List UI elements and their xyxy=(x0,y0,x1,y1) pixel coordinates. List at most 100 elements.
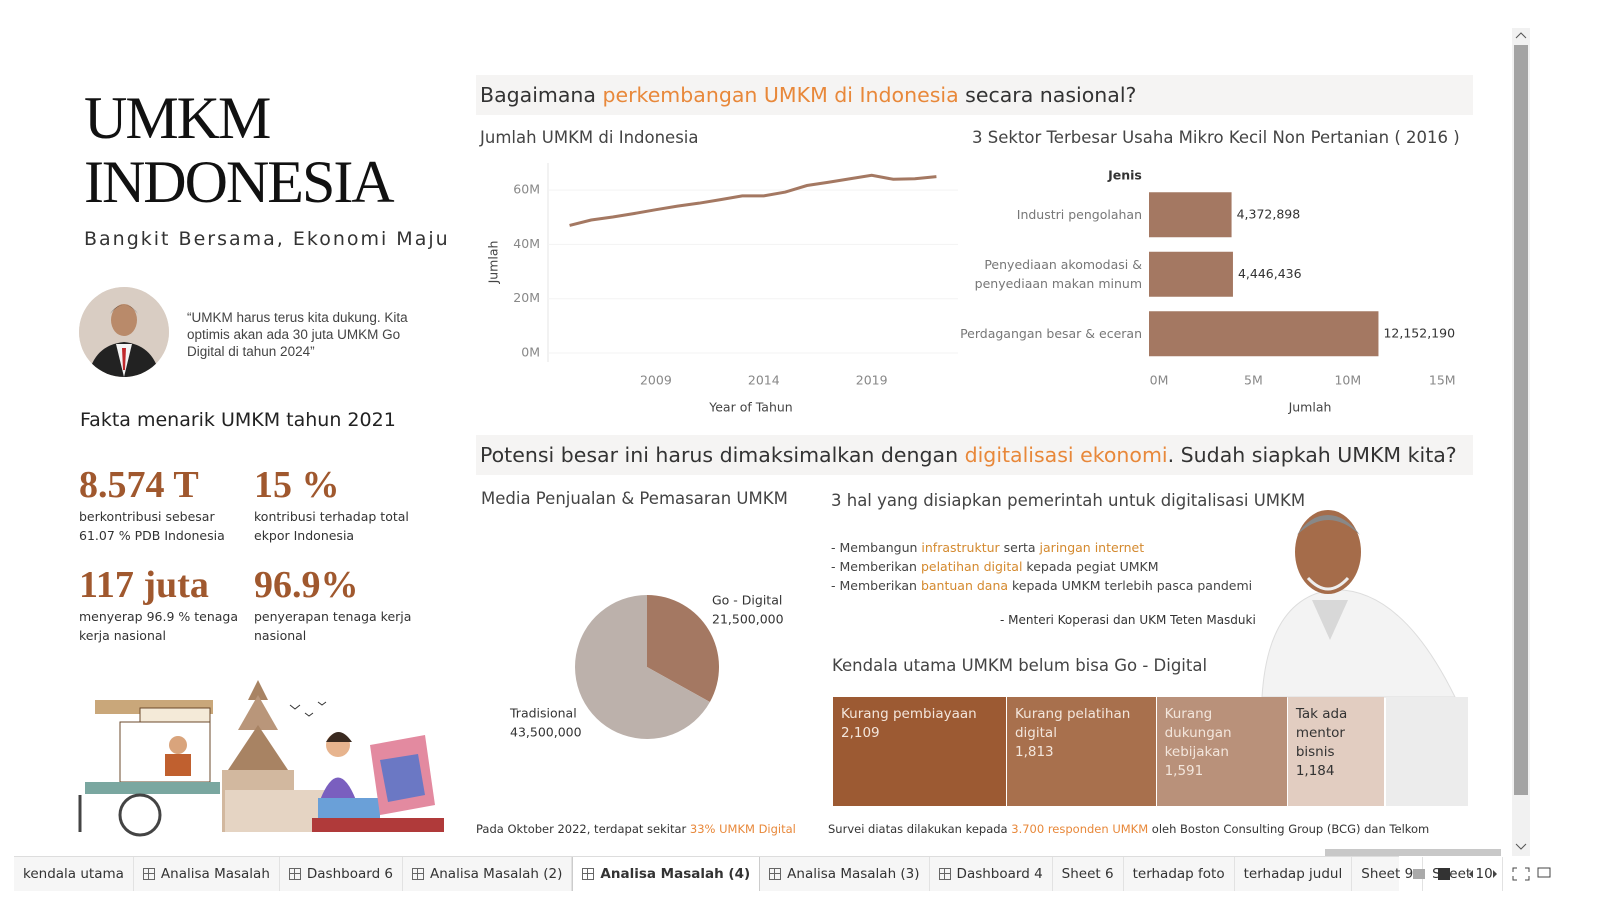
bar xyxy=(1149,192,1232,238)
chart-title: Jumlah UMKM di Indonesia xyxy=(480,128,699,147)
text-segment: kepada UMKM terlebih pasca pandemi xyxy=(1008,578,1253,593)
fact-value: 8.574 T xyxy=(79,464,199,506)
fact-value: 15 % xyxy=(254,464,340,506)
highlight-text: digitalisasi ekonomi xyxy=(964,443,1168,467)
tab-label: Analisa Masalah (4) xyxy=(600,866,751,882)
x-tick-label: 0M xyxy=(1150,373,1169,388)
fact-text: menyerap 96.9 % tenaga kerja nasional xyxy=(79,609,239,643)
tab[interactable]: terhadap foto xyxy=(1124,857,1235,891)
tab[interactable]: Analisa Masalah (4) xyxy=(572,857,761,891)
bar xyxy=(1149,311,1379,357)
slice-label: Go - Digital xyxy=(712,593,782,608)
category-label: Industri pengolahan xyxy=(1016,207,1142,223)
tab[interactable]: Dashboard 6 xyxy=(280,857,404,891)
minister-photo xyxy=(1261,510,1456,698)
cell-value: 1,591 xyxy=(1164,763,1204,779)
slice-value: 43,500,000 xyxy=(510,725,582,740)
fact-value: 117 juta xyxy=(79,564,209,606)
illustration xyxy=(78,680,444,837)
fact-value: 96.9% xyxy=(254,564,359,606)
value-label: 4,446,436 xyxy=(1238,266,1302,281)
subtitle: Bangkit Bersama, Ekonomi Maju xyxy=(84,228,450,250)
x-tick-label: 15M xyxy=(1429,373,1456,388)
fact-text: berkontribusi sebesar 61.07 % PDB Indone… xyxy=(79,509,225,543)
y-axis-label: Jumlah xyxy=(486,241,501,285)
value-label: 12,152,190 xyxy=(1383,325,1455,340)
section-heading: Potensi besar ini harus dimaksimalkan de… xyxy=(476,435,1473,475)
icon[interactable] xyxy=(1413,869,1425,879)
y-tick-label: 40M xyxy=(513,236,540,251)
text-segment: serta xyxy=(999,540,1040,555)
chart-title: 3 Sektor Terbesar Usaha Mikro Kecil Non … xyxy=(972,128,1460,147)
cell-label: Kurang pelatihan digital xyxy=(1014,706,1131,741)
section-heading: Bagaimana perkembangan UMKM di Indonesia… xyxy=(476,75,1473,115)
text-segment: Survei diatas dilakukan kepada xyxy=(828,822,1012,836)
tab-label: terhadap judul xyxy=(1243,866,1343,882)
tab-icon xyxy=(582,868,595,880)
category-label: Perdagangan besar & eceran xyxy=(960,326,1142,342)
x-tick-label: 2009 xyxy=(640,373,672,388)
text-segment: kepada pegiat UMKM xyxy=(1022,559,1159,574)
slice-label: Tradisional xyxy=(509,706,577,721)
tab[interactable]: Analisa Masalah xyxy=(134,857,280,891)
highlight-text: bantuan dana xyxy=(920,578,1009,593)
slice-value: 21,500,000 xyxy=(712,612,784,627)
list-item: - Memberikan bantuan dana kepada UMKM te… xyxy=(831,576,1252,595)
treemap-rest xyxy=(1385,697,1468,806)
y-tick-label: 0M xyxy=(521,345,540,360)
list-item: - Membangun infrastruktur serta jaringan… xyxy=(831,538,1252,557)
tab-label: kendala utama xyxy=(23,866,124,882)
tab-label: Dashboard 4 xyxy=(956,866,1043,882)
icon[interactable] xyxy=(1469,870,1473,878)
tab-icon xyxy=(938,868,951,880)
treemap-cell: Kurang pembiayaan 2,109 xyxy=(833,697,1006,806)
fact-text: kontribusi terhadap total ekpor Indonesi… xyxy=(254,509,409,543)
tab-label: Analisa Masalah xyxy=(160,866,270,882)
highlight-text: jaringan internet xyxy=(1039,540,1145,555)
icon[interactable] xyxy=(1537,867,1551,878)
text-segment: oleh Boston Consulting Group (BCG) dan T… xyxy=(1148,822,1430,836)
highlight-text: perkembangan UMKM di Indonesia xyxy=(602,83,959,107)
quote: “UMKM harus terus kita dukung. Kita opti… xyxy=(187,310,408,359)
tab[interactable]: Dashboard 4 xyxy=(930,857,1053,891)
list-item: - Memberikan pelatihan digital kepada pe… xyxy=(831,557,1252,576)
highlight-text: infrastruktur xyxy=(921,540,1000,555)
tab[interactable]: terhadap judul xyxy=(1235,857,1353,891)
text-segment: - Memberikan xyxy=(831,578,921,593)
text-segment: secara nasional? xyxy=(958,83,1137,107)
tab-label: Analisa Masalah (3) xyxy=(787,866,920,882)
tab[interactable]: Analisa Masalah (3) xyxy=(760,857,930,891)
text-segment: - Memberikan xyxy=(831,559,921,574)
value-label: 4,372,898 xyxy=(1237,206,1301,221)
scrollbar xyxy=(1325,28,1530,856)
tab-icon xyxy=(412,868,425,880)
x-tick-label: 5M xyxy=(1244,373,1263,388)
category-header: Jenis xyxy=(1107,168,1142,183)
tab[interactable]: Sheet 6 xyxy=(1053,857,1124,891)
text-segment: - Membangun xyxy=(831,540,922,555)
icon[interactable] xyxy=(1512,867,1530,881)
text-segment: Bagaimana xyxy=(480,83,603,107)
tab-label: Sheet 6 xyxy=(1061,866,1114,882)
icon[interactable] xyxy=(1493,870,1497,878)
tab-label: Sheet 9 xyxy=(1361,866,1414,882)
tab-icon xyxy=(288,868,301,880)
category-label: Penyediaan akomodasi & penyediaan makan … xyxy=(974,257,1142,292)
treemap-cell: Tak ada mentor bisnis 1,184 xyxy=(1287,697,1385,806)
pie-slice xyxy=(575,595,710,739)
tab[interactable]: Analisa Masalah (2) xyxy=(403,857,573,891)
cell-label: Kurang dukungan kebijakan xyxy=(1164,706,1232,760)
bar xyxy=(1149,251,1233,297)
text-segment: Pada Oktober 2022, terdapat sekitar xyxy=(476,822,690,836)
tab[interactable]: kendala utama xyxy=(14,857,134,891)
x-axis-label: Year of Tahun xyxy=(708,400,792,415)
x-tick-label: 2014 xyxy=(748,373,780,388)
treemap-cell: Kurang pelatihan digital 1,813 xyxy=(1006,697,1156,806)
highlight-text: pelatihan digital xyxy=(920,559,1023,574)
note: Survei diatas dilakukan kepada 3.700 res… xyxy=(828,822,1429,836)
cell-value: 2,109 xyxy=(841,725,880,741)
icon[interactable] xyxy=(1438,868,1450,880)
cell-label: Kurang pembiayaan xyxy=(841,706,977,722)
